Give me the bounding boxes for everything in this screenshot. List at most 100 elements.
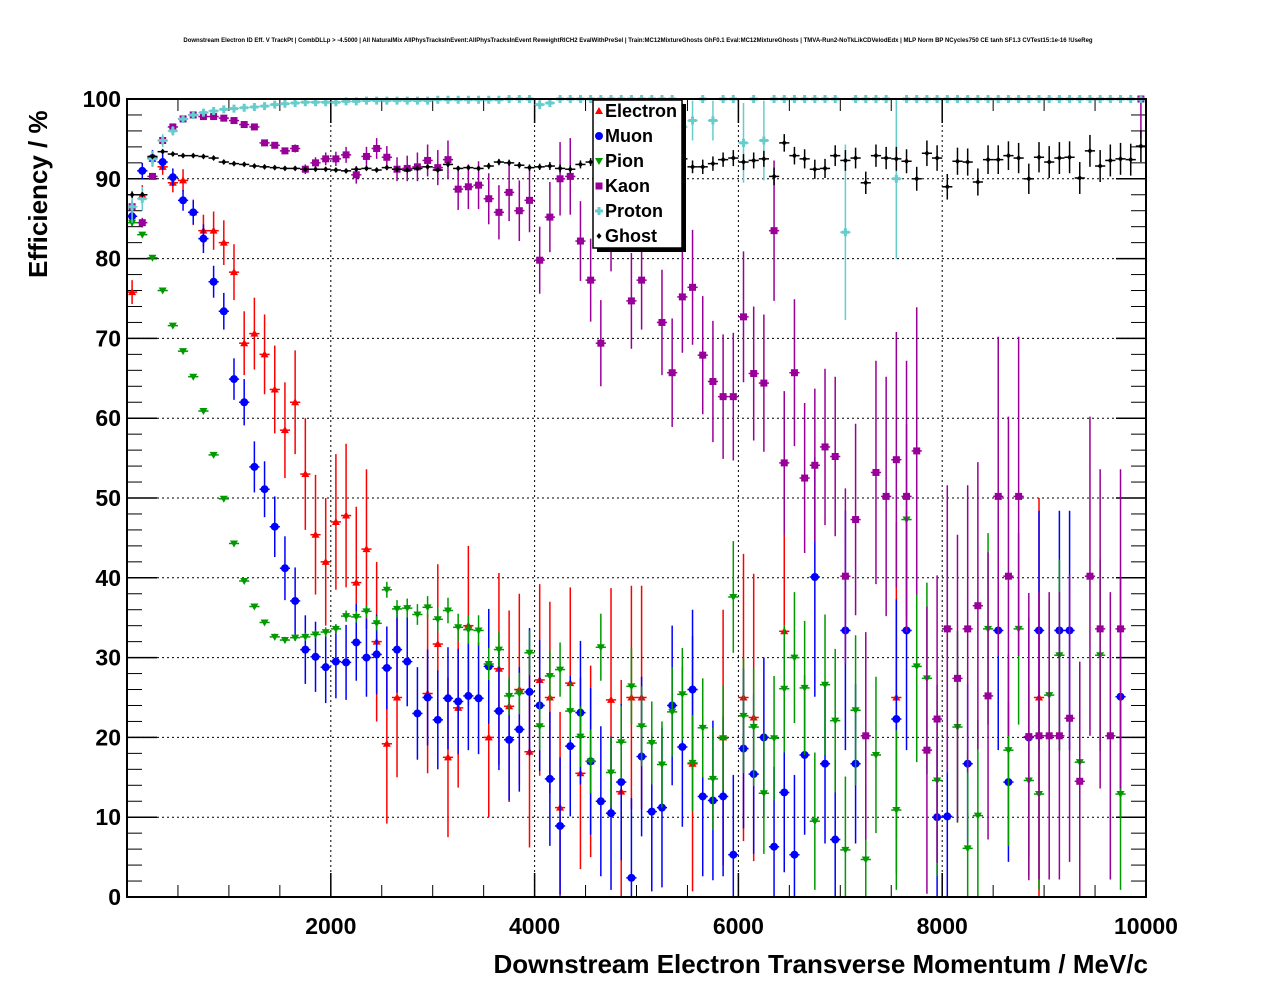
muon-point (729, 850, 738, 859)
proton-point (219, 105, 228, 114)
legend-marker-ghost (596, 233, 602, 239)
pion-point (158, 287, 167, 295)
kaon-point (1015, 492, 1023, 500)
ghost-point (486, 163, 492, 170)
pion-point (433, 616, 442, 624)
ghost-point (547, 163, 553, 170)
pion-point (637, 723, 646, 731)
kaon-point (699, 351, 707, 359)
kaon-point (424, 156, 432, 164)
muon-point (647, 807, 656, 816)
kaon-point (1106, 732, 1114, 740)
pion-point (698, 724, 707, 732)
ghost-point (863, 179, 869, 186)
kaon-point (383, 153, 391, 161)
ghost-point (211, 155, 217, 162)
ghost-point (394, 166, 400, 173)
muon-point (505, 735, 514, 744)
ghost-point (781, 139, 787, 146)
ghost-point (1067, 154, 1073, 161)
ghost-point (363, 165, 369, 172)
ghost-point (1016, 155, 1022, 162)
muon-point (831, 835, 840, 844)
ghost-point (160, 148, 166, 155)
electron-point (209, 226, 218, 234)
electron-point (128, 288, 137, 296)
proton-point (291, 98, 300, 107)
kaon-point (984, 692, 992, 700)
y-tick-label: 80 (95, 246, 121, 272)
kaon-point (250, 123, 258, 131)
muon-point (423, 693, 432, 702)
muon-point (454, 697, 463, 706)
kaon-point (1096, 625, 1104, 633)
muon-point (362, 653, 371, 662)
ghost-point (1097, 163, 1103, 170)
ghost-point (292, 165, 298, 172)
ghost-point (323, 166, 329, 173)
kaon-point (862, 732, 870, 740)
pion-point (148, 254, 157, 262)
kaon-point (576, 237, 584, 245)
ghost-point (720, 156, 726, 163)
legend-label-muon: Muon (605, 126, 653, 146)
electron-point (321, 557, 330, 565)
ghost-point (1056, 155, 1062, 162)
y-tick-label: 60 (95, 405, 121, 431)
kaon-point (148, 172, 156, 180)
pion-point (851, 707, 860, 715)
ghost-point (200, 153, 206, 160)
proton-point (301, 98, 310, 107)
kaon-point (210, 113, 218, 121)
pion-point (668, 708, 677, 716)
ghost-point (445, 161, 451, 168)
electron-point (240, 339, 249, 347)
kaon-point (291, 144, 299, 152)
ghost-point (190, 152, 196, 159)
legend-label-electron: Electron (605, 101, 677, 121)
muon-point (688, 685, 697, 694)
proton-point (403, 96, 412, 105)
kaon-point (638, 276, 646, 284)
ghost-point (1005, 152, 1011, 159)
electron-point (382, 739, 391, 747)
muon-point (780, 788, 789, 797)
pion-point (321, 629, 330, 637)
kaon-point (464, 183, 472, 191)
ghost-point (1026, 175, 1032, 182)
ghost-point (313, 166, 319, 173)
pion-point (229, 540, 238, 548)
kaon-point (332, 155, 340, 163)
kaon-point (271, 141, 279, 149)
muon-point (413, 709, 422, 718)
pion-point (189, 373, 198, 381)
pion-point (454, 624, 463, 632)
kaon-point (546, 213, 554, 221)
ghost-point (251, 163, 257, 170)
pion-point (443, 607, 452, 615)
pion-point (1004, 747, 1013, 755)
pion-point (352, 613, 361, 621)
muon-point (943, 812, 952, 821)
ghost-point (262, 163, 268, 170)
kaon-point (1025, 733, 1033, 741)
ghost-point (1118, 155, 1124, 162)
muon-point (770, 842, 779, 851)
ghost-point (241, 161, 247, 168)
kaon-point (312, 159, 320, 167)
pion-point (739, 712, 748, 720)
pion-point (382, 586, 391, 594)
muon-point (698, 792, 707, 801)
kaon-point (811, 461, 819, 469)
ghost-point (1046, 159, 1052, 166)
proton-point (342, 97, 351, 106)
pion-point (749, 724, 758, 732)
muon-point (443, 694, 452, 703)
electron-point (484, 733, 493, 741)
proton-point (423, 96, 432, 105)
electron-point (433, 640, 442, 648)
ghost-point (149, 153, 155, 160)
proton-point (158, 136, 167, 145)
kaon-point (994, 492, 1002, 500)
electron-point (443, 753, 452, 761)
